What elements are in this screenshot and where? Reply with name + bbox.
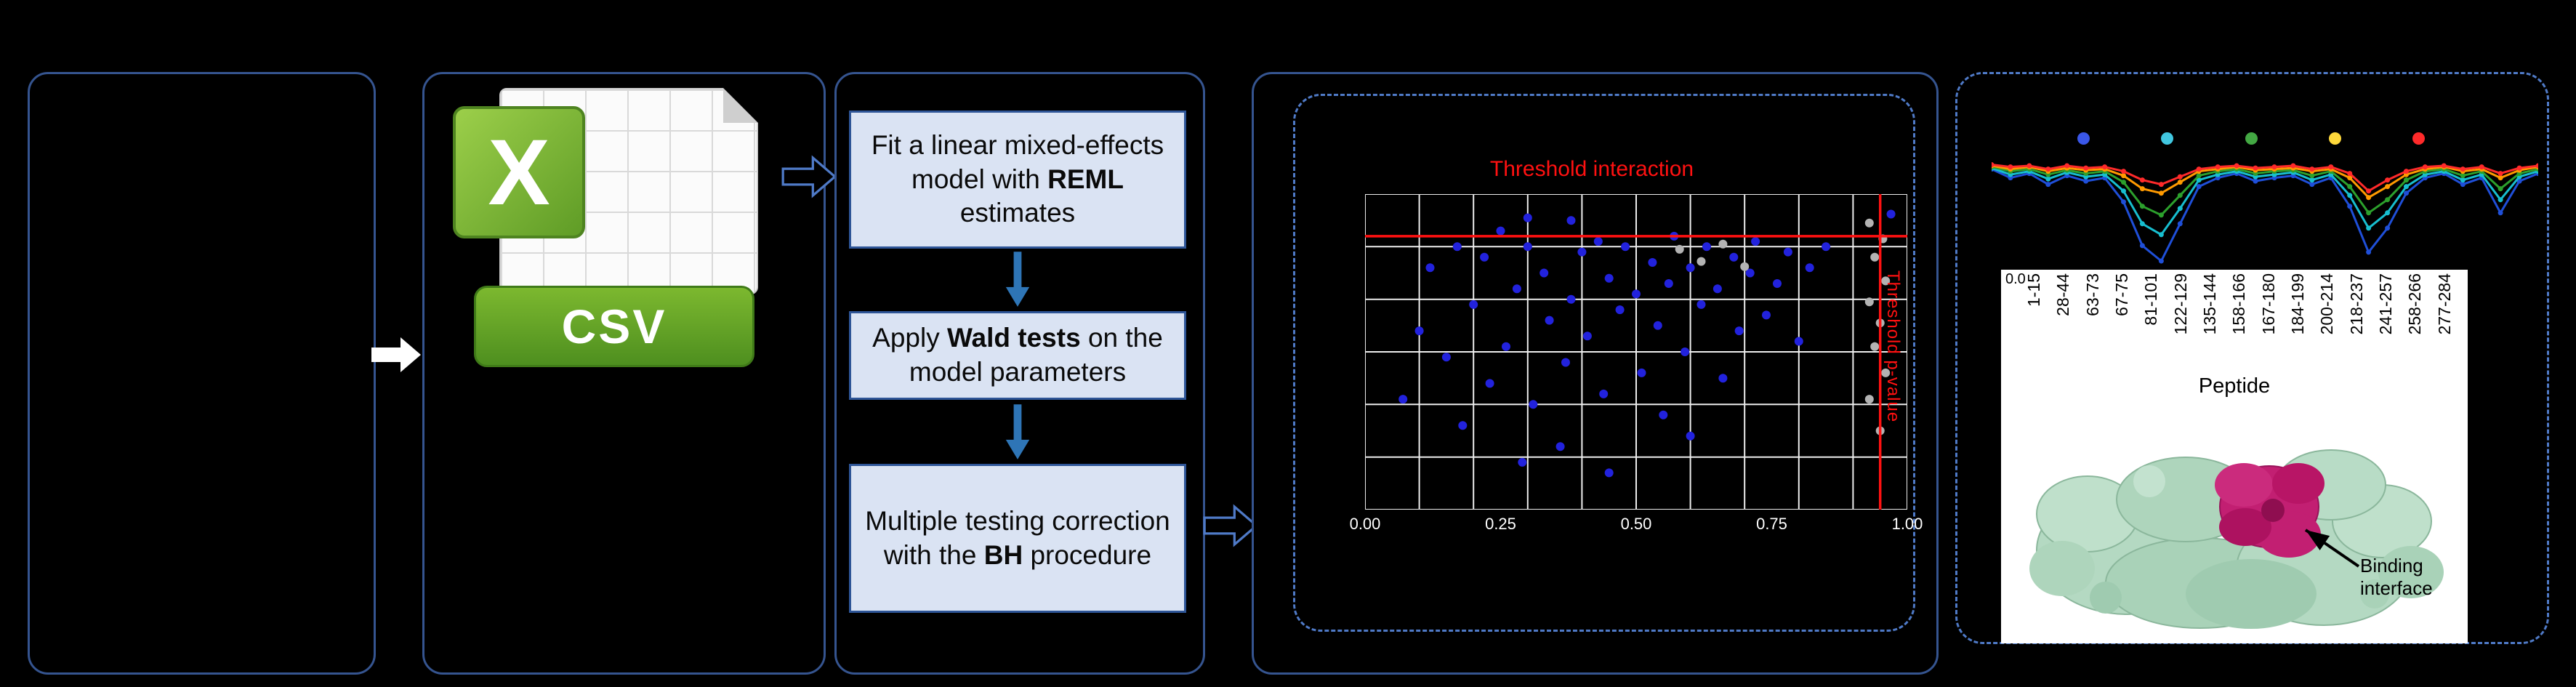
peptide-tick-label: 81-101: [2141, 273, 2161, 326]
binding-interface-arrow: [2304, 529, 2360, 568]
input-box: [28, 72, 376, 675]
scatter-x-axis: 0.00 0.25 0.50 0.75 1.00: [1350, 515, 1923, 535]
peptide-tick-label: 135-144: [2200, 273, 2220, 335]
peptide-tick-label: 158-166: [2229, 273, 2249, 335]
timepoint-dot: [2077, 132, 2090, 145]
right-arrow-icon: [371, 337, 421, 372]
timepoint-dot: [2245, 132, 2258, 145]
peptide-tick-label: 241-257: [2376, 273, 2396, 335]
csv-banner: CSV: [474, 286, 754, 367]
scatter-x-tick: 0.25: [1485, 515, 1516, 533]
peptide-tick-label: 200-214: [2317, 273, 2337, 335]
peptide-structure-panel: 0.0 1-15 28-44 63-73 67-75 81-101 122-129 135-…: [2001, 270, 2468, 643]
peptide-tick-label: 277-284: [2434, 273, 2454, 335]
binding-interface-patch: [2215, 463, 2325, 558]
csv-box: X CSV: [422, 72, 826, 675]
step-bh-correction: Multiple testing correction with the BH …: [849, 464, 1186, 613]
peptide-uptake-line-chart: [1992, 154, 2538, 270]
peptide-tick-label: 28-44: [2053, 273, 2073, 316]
binding-interface-label: Binding interface: [2360, 555, 2433, 599]
significance-scatter-plot: [1365, 194, 1907, 510]
step-fit-model: Fit a linear mixed-effects model with RE…: [849, 111, 1186, 249]
peptide-axis-labels: 1-15 28-44 63-73 67-75 81-101 122-129 135-144 1…: [2024, 273, 2454, 368]
uptake-y-tick: 0.0: [2005, 271, 2026, 287]
peptide-axis-title: Peptide: [2198, 374, 2271, 398]
right-arrow-icon: [1203, 504, 1259, 547]
scatter-x-tick: 0.75: [1756, 515, 1787, 533]
threshold-pvalue-label: Threshold p-value: [1883, 270, 1903, 423]
csv-banner-label: CSV: [561, 300, 667, 353]
right-arrow-icon: [781, 155, 837, 198]
step-bh-correction-label: Multiple testing correction with the BH …: [865, 505, 1170, 570]
peptide-tick-label: 218-237: [2346, 273, 2366, 335]
scatter-x-tick: 1.00: [1891, 515, 1923, 533]
protein-structure-image: [2029, 449, 2444, 629]
peptide-tick-label: 167-180: [2258, 273, 2278, 335]
scatter-dashed-frame: [1293, 94, 1915, 632]
peptide-tick-label: 67-75: [2112, 273, 2132, 316]
down-arrow-icon: [1005, 404, 1030, 459]
excel-x-letter: X: [488, 120, 550, 225]
step-fit-model-label: Fit a linear mixed-effects model with RE…: [871, 129, 1164, 228]
csv-file-icon: X CSV: [453, 88, 758, 371]
excel-x-logo: X: [453, 106, 585, 238]
scatter-x-tick: 0.50: [1620, 515, 1652, 533]
timepoint-dot: [2328, 132, 2341, 145]
peptide-tick-label: 63-73: [2082, 273, 2102, 316]
step-wald-tests: Apply Wald tests on the model parameters: [849, 311, 1186, 400]
timepoint-dot: [2412, 132, 2425, 145]
timepoint-dot: [2161, 132, 2174, 145]
peptide-tick-label: 184-199: [2288, 273, 2308, 335]
peptide-tick-label: 122-129: [2170, 273, 2190, 335]
step-wald-tests-label: Apply Wald tests on the model parameters: [872, 323, 1163, 387]
down-arrow-icon: [1005, 252, 1030, 307]
peptide-tick-label: 258-266: [2405, 273, 2425, 335]
scatter-x-tick: 0.00: [1349, 515, 1381, 533]
peptide-tick-label: 1-15: [2024, 273, 2043, 308]
threshold-interaction-label: Threshold interaction: [1489, 157, 1694, 181]
timepoint-legend: [2077, 132, 2425, 145]
